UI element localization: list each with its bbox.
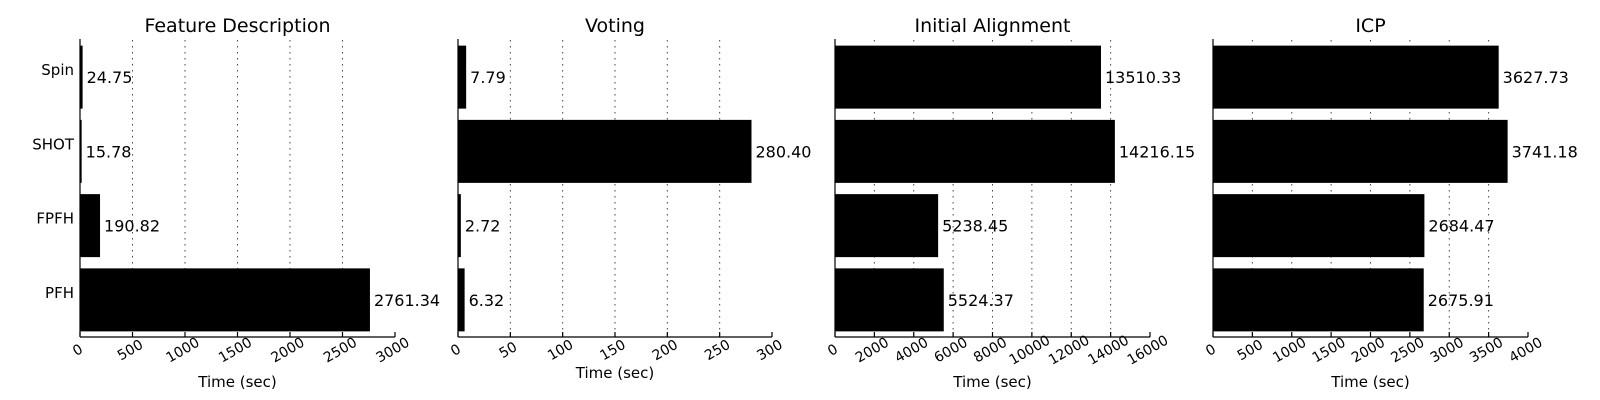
chart-panel-1: 24.75 15.78 190.82 2761.34 0 500 1000 1500 2000 2… <box>32 15 440 391</box>
y-category-label: PFH <box>45 284 74 302</box>
y-category-label: SHOT <box>32 135 75 153</box>
chart-title: Initial Alignment <box>915 15 1071 37</box>
x-tick-label: 150 <box>597 337 628 364</box>
value-label: 5524.37 <box>948 291 1014 310</box>
x-tick-label: 200 <box>650 337 681 364</box>
value-label: 2684.47 <box>1428 217 1494 236</box>
value-label: 24.75 <box>87 68 133 87</box>
chart-title: ICP <box>1355 15 1385 37</box>
x-tick-label: 1000 <box>164 335 203 367</box>
x-tick-label: 3500 <box>1467 335 1506 367</box>
x-tick-label: 500 <box>115 337 146 364</box>
bar-fpfh <box>458 194 461 258</box>
chart-title: Voting <box>585 15 645 37</box>
x-axis-label: Time (sec) <box>575 364 654 382</box>
value-label: 2761.34 <box>374 291 440 310</box>
value-label: 190.82 <box>104 217 160 236</box>
chart-panel-3: 13510.33 14216.15 5238.45 5524.37 0 2000 4000 6… <box>825 15 1195 391</box>
y-category-label: FPFH <box>36 210 74 228</box>
x-tick-label: 0 <box>70 341 86 359</box>
x-tick-label: 4000 <box>892 335 931 367</box>
bar-pfh <box>458 268 465 332</box>
value-label: 7.79 <box>470 68 506 87</box>
bar-spin <box>835 45 1101 109</box>
value-label: 5238.45 <box>942 217 1008 236</box>
bar-shot <box>1213 119 1508 183</box>
chart-panel-4: 3627.73 3741.18 2684.47 2675.91 0 500 1000 1500… <box>1203 15 1578 391</box>
bar-fpfh <box>1213 194 1425 258</box>
bar-spin <box>1213 45 1499 109</box>
bar-shot <box>835 119 1115 183</box>
x-tick-label: 16000 <box>1125 332 1172 368</box>
value-label: 15.78 <box>86 142 132 161</box>
x-tick-label: 50 <box>497 339 520 362</box>
x-tick-label: 500 <box>1235 337 1266 364</box>
x-tick-label: 0 <box>1203 341 1219 359</box>
x-tick-label: 2000 <box>853 335 892 367</box>
x-axis-label: Time (sec) <box>952 373 1031 391</box>
bar-shot <box>458 119 752 183</box>
x-tick-label: 6000 <box>932 335 971 367</box>
bar-spin <box>458 45 467 109</box>
x-tick-label: 3000 <box>1428 335 1467 367</box>
bar-spin <box>80 45 83 109</box>
x-tick-label: 2000 <box>1349 335 1388 367</box>
bar-pfh <box>1213 268 1424 332</box>
bar-fpfh <box>80 194 101 258</box>
y-category-label: Spin <box>41 61 74 79</box>
x-tick-label: 0 <box>448 341 464 359</box>
x-tick-label: 4000 <box>1507 335 1546 367</box>
value-label: 3627.73 <box>1503 68 1569 87</box>
value-label: 13510.33 <box>1105 68 1181 87</box>
x-tick-label: 2500 <box>321 335 360 367</box>
value-label: 6.32 <box>469 291 505 310</box>
x-tick-label: 2000 <box>269 335 308 367</box>
x-tick-label: 100 <box>545 337 576 364</box>
value-label: 280.40 <box>755 142 811 161</box>
bar-fpfh <box>835 194 939 258</box>
x-tick-label: 300 <box>754 337 785 364</box>
x-tick-label: 14000 <box>1085 332 1132 368</box>
x-tick-label: 3000 <box>374 335 413 367</box>
value-label: 14216.15 <box>1119 142 1195 161</box>
chart-panel-2: 7.79 280.40 2.72 6.32 0 50 100 150 200 250 300 Voti… <box>448 15 811 382</box>
chart-title: Feature Description <box>144 15 330 37</box>
x-tick-label: 12000 <box>1046 332 1093 368</box>
bar-shot <box>80 119 82 183</box>
x-tick-label: 10000 <box>1007 332 1054 368</box>
x-tick-label: 8000 <box>971 335 1010 367</box>
x-tick-label: 0 <box>825 341 841 359</box>
value-label: 2.72 <box>465 217 501 236</box>
x-tick-label: 1500 <box>216 335 255 367</box>
x-axis-label: Time (sec) <box>1330 373 1409 391</box>
x-tick-label: 250 <box>702 337 733 364</box>
x-tick-label: 1500 <box>1310 335 1349 367</box>
x-axis-label: Time (sec) <box>197 373 276 391</box>
x-tick-label: 2500 <box>1388 335 1427 367</box>
bar-pfh <box>80 268 370 332</box>
bar-pfh <box>835 268 944 332</box>
x-tick-label: 1000 <box>1270 335 1309 367</box>
value-label: 3741.18 <box>1512 142 1578 161</box>
value-label: 2675.91 <box>1428 291 1494 310</box>
